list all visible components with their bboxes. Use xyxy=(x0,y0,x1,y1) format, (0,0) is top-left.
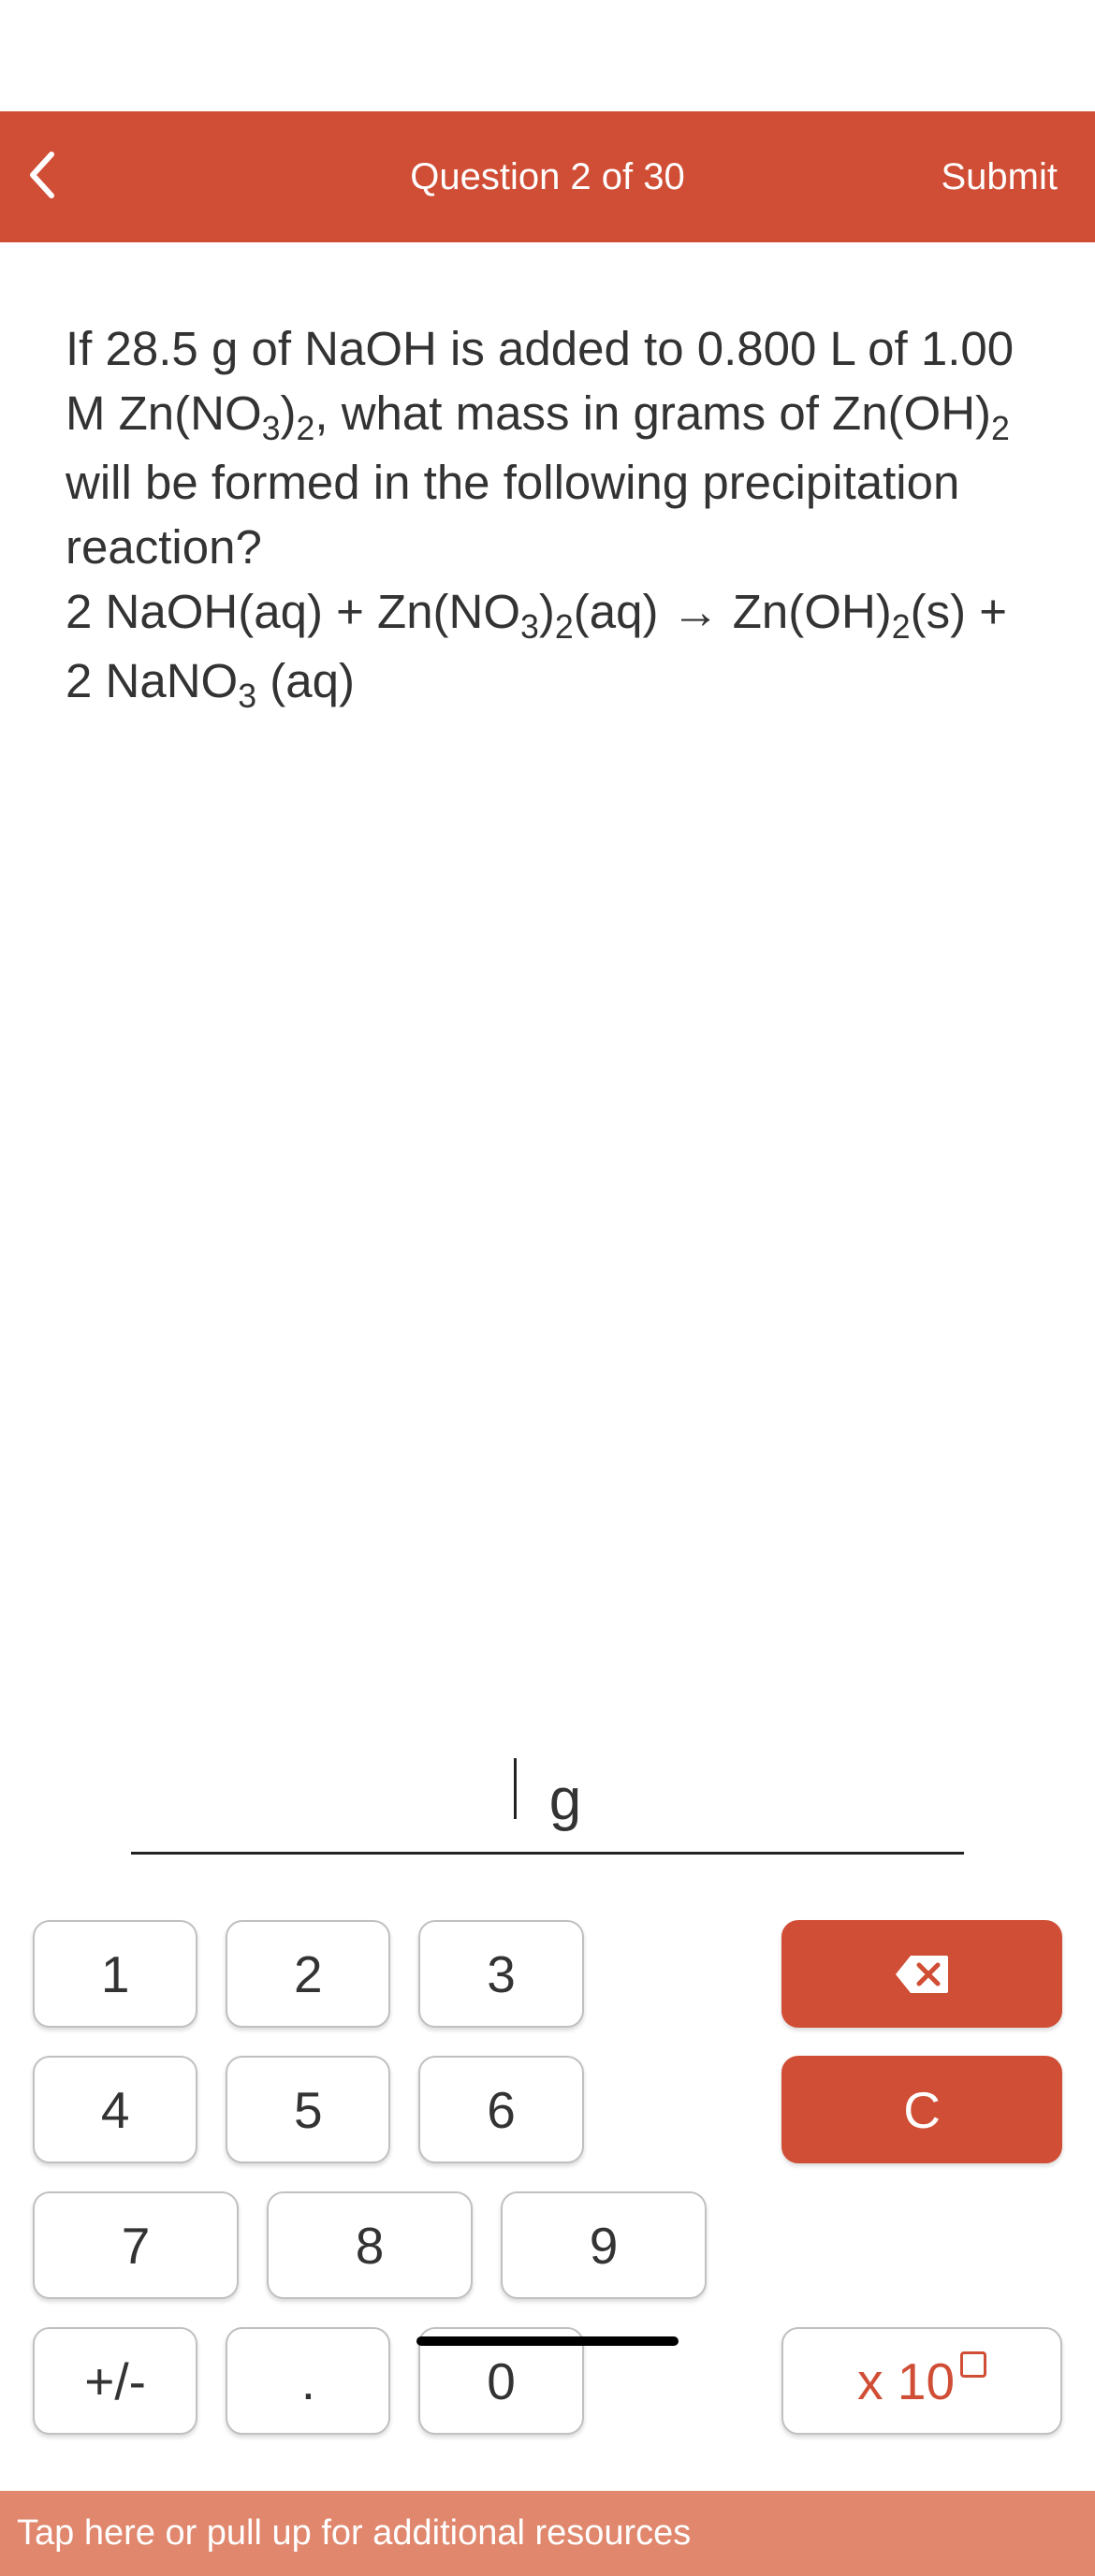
keypad-spacer xyxy=(612,2056,754,2163)
backspace-icon xyxy=(894,1954,950,1995)
question-area: If 28.5 g of NaOH is added to 0.800 L of… xyxy=(0,242,1095,1739)
keypad-spacer xyxy=(612,1920,754,2028)
key-4[interactable]: 4 xyxy=(33,2056,197,2163)
submit-button[interactable]: Submit xyxy=(942,156,1058,198)
key-2[interactable]: 2 xyxy=(226,1920,390,2028)
key-8[interactable]: 8 xyxy=(267,2191,473,2299)
key-clear[interactable]: C xyxy=(781,2056,1062,2163)
key-3[interactable]: 3 xyxy=(418,1920,583,2028)
chevron-left-icon xyxy=(28,152,56,198)
header-bar: Question 2 of 30 Submit xyxy=(0,111,1095,242)
key-7[interactable]: 7 xyxy=(33,2191,239,2299)
key-6[interactable]: 6 xyxy=(418,2056,583,2163)
answer-input-area[interactable]: g xyxy=(0,1739,1095,1883)
keypad: 1 2 3 4 5 6 C 7 8 9 +/- . 0 x 10 xyxy=(0,1883,1095,2491)
status-bar xyxy=(0,0,1095,111)
key-5[interactable]: 5 xyxy=(226,2056,390,2163)
question-text: If 28.5 g of NaOH is added to 0.800 L of… xyxy=(66,317,1029,720)
key-1[interactable]: 1 xyxy=(33,1920,197,2028)
home-indicator-area xyxy=(0,2313,1095,2369)
home-indicator[interactable] xyxy=(416,2336,679,2346)
key-backspace[interactable] xyxy=(781,1920,1062,2028)
back-button[interactable] xyxy=(28,152,56,203)
answer-unit: g xyxy=(549,1767,581,1833)
resources-footer[interactable]: Tap here or pull up for additional resou… xyxy=(0,2491,1095,2576)
text-cursor xyxy=(514,1758,517,1819)
answer-input[interactable]: g xyxy=(131,1758,964,1855)
key-9[interactable]: 9 xyxy=(501,2191,707,2299)
question-counter: Question 2 of 30 xyxy=(37,156,1058,198)
